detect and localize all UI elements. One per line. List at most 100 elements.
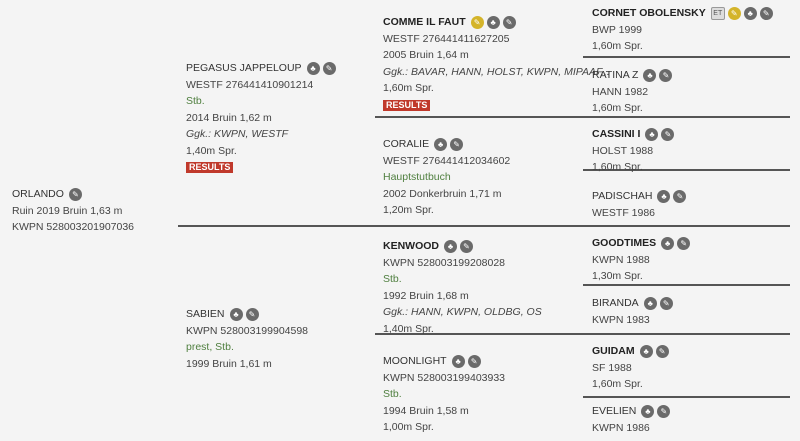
horse-name-row: PEGASUS JAPPELOUP ♣ ✎: [186, 60, 336, 77]
edit-icon[interactable]: ✎: [659, 68, 673, 82]
horse-info: Ruin 2019 Bruin 1,63 m: [12, 204, 123, 217]
horse-info: HOLST 1988: [592, 144, 654, 157]
horse-name[interactable]: EVELIEN: [592, 405, 637, 417]
horse-orlando: ORLANDO ✎ Ruin 2019 Bruin 1,63 m KWPN 52800…: [12, 186, 134, 236]
horse-ratina-z: RATINA Z ♣ ✎ HANN 1982 1,60m Spr.: [592, 67, 673, 117]
horse-guidam: GUIDAM ♣ ✎ SF 1988 1,60m Spr.: [592, 343, 669, 393]
pedigree-icon[interactable]: ♣: [657, 189, 671, 203]
horse-name[interactable]: BIRANDA: [592, 297, 639, 309]
horse-info: Ggk.: KWPN, WESTF: [186, 128, 289, 140]
horse-info: 2002 Donkerbruin 1,71 m: [383, 187, 502, 200]
horse-info: KWPN 1988: [592, 253, 650, 266]
horse-info: 1,00m Spr.: [383, 421, 434, 433]
horse-moonlight: MOONLIGHT ♣ ✎ KWPN 528003199403933 Stb. 1994 …: [383, 353, 505, 436]
pedigree-icon[interactable]: ♣: [661, 236, 675, 250]
horse-info: KWPN 528003199403933: [383, 371, 506, 384]
horse-name[interactable]: COMME IL FAUT: [383, 16, 466, 28]
edit-icon[interactable]: ✎: [467, 354, 481, 368]
horse-name-row: CORALIE ♣ ✎: [383, 136, 510, 153]
horse-name[interactable]: RATINA Z: [592, 69, 639, 81]
horse-name[interactable]: CORALIE: [383, 138, 430, 150]
horse-coralie: CORALIE ♣ ✎ WESTF 276441412034602 Hauptstutb…: [383, 136, 510, 219]
edit-icon[interactable]: ✎: [759, 6, 773, 20]
horse-info: Hauptstutbuch: [383, 171, 451, 183]
horse-kenwood: KENWOOD ♣ ✎ KWPN 528003199208028 Stb. 1992 Br…: [383, 238, 542, 337]
horse-name-row: COMME IL FAUT ✎ ♣ ✎: [383, 14, 610, 31]
pedigree-icon[interactable]: ♣: [643, 296, 657, 310]
pedigree-icon[interactable]: ♣: [643, 68, 657, 82]
horse-info: 1,60m Spr.: [383, 82, 434, 94]
horse-goodtimes: GOODTIMES ♣ ✎ KWPN 1988 1,30m Spr.: [592, 235, 691, 285]
results-button[interactable]: RESULTS: [186, 162, 234, 173]
horse-info: 1,40m Spr.: [186, 144, 237, 157]
gold-edit-icon[interactable]: ✎: [727, 6, 741, 20]
horse-info: Stb.: [186, 95, 205, 107]
horse-info: BWP 1999: [592, 23, 643, 36]
divider: [583, 284, 790, 286]
edit-icon[interactable]: ✎: [677, 236, 691, 250]
gold-edit-icon[interactable]: ✎: [470, 15, 484, 29]
horse-padischah: PADISCHAH ♣ ✎ WESTF 1986: [592, 188, 687, 221]
horse-info: Stb.: [383, 273, 402, 285]
pedigree-icon[interactable]: ♣: [645, 127, 659, 141]
horse-name[interactable]: KENWOOD: [383, 240, 439, 252]
edit-icon[interactable]: ✎: [673, 189, 687, 203]
edit-icon[interactable]: ✎: [460, 239, 473, 253]
horse-info: 1,20m Spr.: [383, 204, 434, 216]
pedigree-icon[interactable]: ♣: [306, 61, 320, 75]
horse-info: Ggk.: HANN, KWPN, OLDBG, OS: [383, 306, 542, 318]
horse-name-row: RATINA Z ♣ ✎: [592, 67, 673, 84]
horse-info: 1,60m Spr.: [592, 102, 643, 114]
edit-icon[interactable]: ✎: [655, 344, 669, 358]
horse-cornet-obolensky: CORNET OBOLENSKY ET ✎ ♣ ✎ BWP 1999 1,60m Spr.: [592, 5, 773, 55]
results-button[interactable]: RESULTS: [383, 99, 431, 111]
divider: [375, 333, 790, 335]
horse-name[interactable]: SABIEN: [186, 308, 225, 320]
horse-name[interactable]: PADISCHAH: [592, 190, 653, 202]
horse-info: Stb.: [383, 388, 402, 400]
pedigree-icon[interactable]: ♣: [639, 344, 653, 358]
horse-info: KWPN 528003199904598: [186, 324, 309, 337]
divider: [583, 56, 790, 58]
horse-name[interactable]: CASSINI I: [592, 128, 641, 140]
horse-cassini-i: CASSINI I ♣ ✎ HOLST 1988 1,60m Spr.: [592, 126, 675, 176]
edit-icon[interactable]: ✎: [657, 404, 671, 418]
pedigree-icon[interactable]: ♣: [641, 404, 655, 418]
edit-icon[interactable]: ✎: [322, 61, 336, 75]
pedigree-icon[interactable]: ♣: [486, 15, 500, 29]
horse-info: Ggk.: BAVAR, HANN, HOLST, KWPN, MIPAAF..…: [383, 65, 610, 78]
horse-name-row: PADISCHAH ♣ ✎: [592, 188, 687, 205]
edit-icon[interactable]: ✎: [661, 127, 675, 141]
edit-icon[interactable]: ✎: [68, 187, 82, 201]
horse-info: KWPN 528003199208028: [383, 256, 506, 269]
divider: [375, 116, 790, 118]
edit-icon[interactable]: ✎: [502, 15, 516, 29]
horse-name-row: CORNET OBOLENSKY ET ✎ ♣ ✎: [592, 5, 773, 22]
horse-info: WESTF 276441411627205: [383, 32, 510, 45]
pedigree-icon[interactable]: ♣: [444, 239, 457, 253]
horse-name[interactable]: CORNET OBOLENSKY: [592, 7, 706, 19]
divider: [583, 396, 790, 398]
horse-name[interactable]: ORLANDO: [12, 188, 64, 200]
horse-info: 1,30m Spr.: [592, 270, 643, 282]
horse-name-row: CASSINI I ♣ ✎: [592, 126, 675, 143]
horse-name[interactable]: PEGASUS JAPPELOUP: [186, 62, 302, 74]
edit-icon[interactable]: ✎: [245, 307, 259, 321]
horse-info: KWPN 1986: [592, 421, 650, 434]
horse-info: KWPN 528003201907036: [12, 221, 135, 233]
horse-info: SF 1988: [592, 361, 632, 374]
horse-name[interactable]: MOONLIGHT: [383, 355, 447, 367]
horse-name[interactable]: GUIDAM: [592, 345, 635, 357]
horse-name-row: BIRANDA ♣ ✎: [592, 295, 673, 312]
horse-info: 1,40m Spr.: [383, 322, 434, 335]
pedigree-icon[interactable]: ♣: [229, 307, 243, 321]
edit-icon[interactable]: ✎: [659, 296, 673, 310]
horse-info: WESTF 1986: [592, 206, 656, 219]
pedigree-icon[interactable]: ♣: [451, 354, 465, 368]
horse-name[interactable]: GOODTIMES: [592, 237, 657, 249]
pedigree-icon[interactable]: ♣: [434, 137, 448, 151]
pedigree-icon[interactable]: ♣: [743, 6, 757, 20]
edit-icon[interactable]: ✎: [450, 137, 464, 151]
horse-info: WESTF 276441410901214: [186, 78, 314, 91]
